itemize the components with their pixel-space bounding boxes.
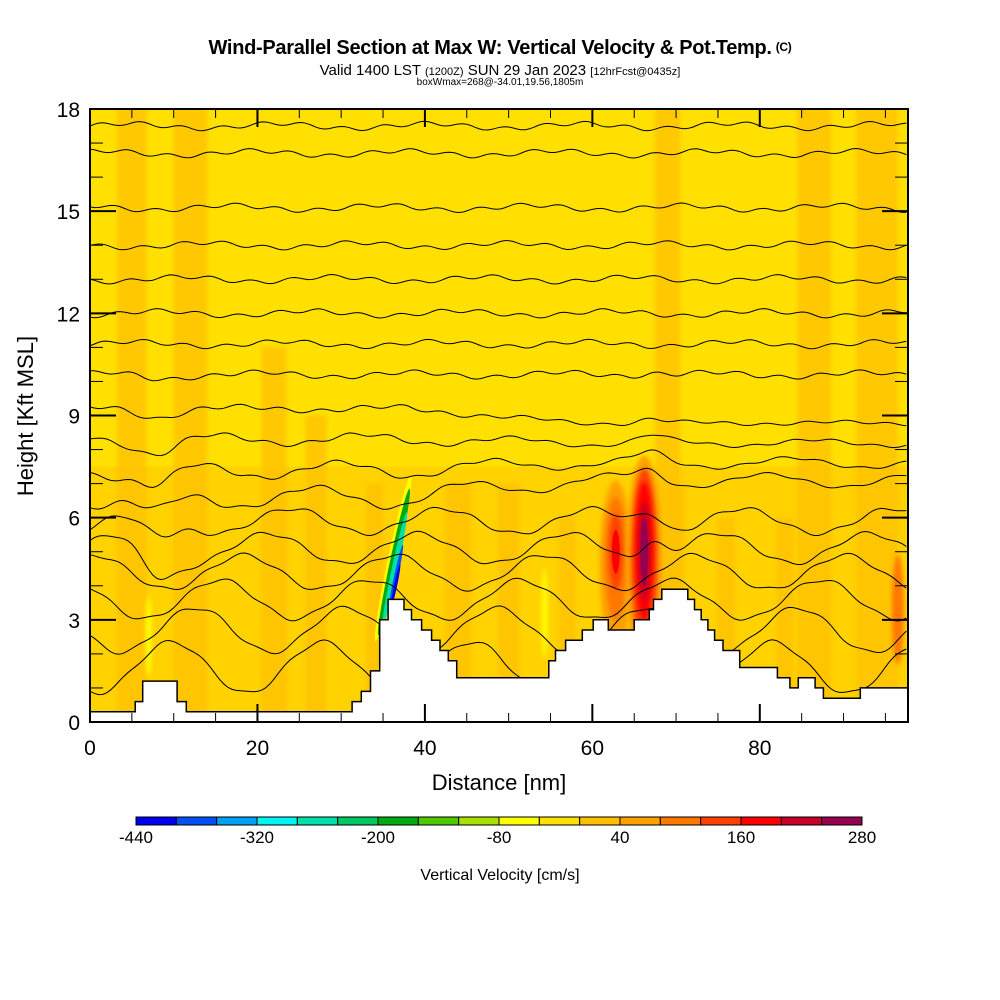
contour-line	[90, 577, 907, 622]
y-tick-label: 0	[68, 712, 80, 735]
contour-line	[90, 338, 907, 350]
colorbar-swatch	[700, 816, 742, 826]
contour-line	[90, 467, 907, 510]
y-tick-label: 15	[57, 201, 80, 224]
boxwmax-info: boxWmax=268@-34.01,19.56,1805m	[416, 77, 584, 88]
colorbar-tick-label: 40	[611, 828, 630, 847]
colorbar-title: Vertical Velocity [cm/s]	[420, 867, 579, 884]
velocity-core	[541, 568, 548, 659]
contour-line	[90, 639, 907, 696]
contour-line	[90, 240, 907, 251]
colorbar-tick-label: 280	[848, 828, 876, 847]
y-tick-label: 9	[68, 406, 80, 429]
colorbar-swatch	[417, 816, 460, 826]
contour-line	[90, 505, 907, 538]
y-tick-label: 18	[57, 99, 80, 122]
y-tick-label: 3	[68, 610, 80, 633]
colorbar-tick-label: -200	[361, 828, 395, 847]
colorbar-tick-label: 160	[727, 828, 755, 847]
pot-temp-contours	[90, 120, 907, 696]
velocity-band	[366, 483, 384, 722]
y-axis-title: Height [Kft MSL]	[13, 336, 38, 496]
contour-line	[90, 530, 907, 581]
colorbar-swatch	[659, 816, 702, 826]
x-tick-label: 80	[748, 737, 771, 760]
plot-area	[90, 109, 908, 722]
contour-line	[90, 308, 907, 319]
title-text: Wind-Parallel Section at Max W: Vertical…	[208, 37, 772, 59]
x-tick-label: 0	[84, 737, 96, 760]
x-axis-title: Distance [nm]	[432, 770, 567, 795]
velocity-band	[776, 517, 794, 722]
colorbar-swatch	[377, 816, 419, 826]
colorbar-swatch	[458, 816, 500, 826]
velocity-core	[145, 596, 152, 677]
colorbar-swatch	[740, 816, 782, 826]
copyright-mark: (C)	[775, 40, 792, 54]
colorbar-swatch	[296, 816, 339, 826]
chart-subtitle: Valid 1400 LST (1200Z) SUN 29 Jan 2023 […	[0, 62, 1000, 79]
y-tick-label: 12	[57, 303, 80, 326]
velocity-band	[261, 347, 287, 722]
velocity-core	[891, 554, 904, 665]
colorbar-swatch	[538, 816, 581, 826]
velocity-core	[640, 517, 649, 586]
forecast-info: [12hrFcst@0435z]	[590, 66, 681, 78]
y-tick-label: 6	[68, 508, 80, 531]
colorbar-swatch	[135, 816, 177, 826]
x-tick-label: 20	[246, 737, 269, 760]
colorbar-swatch	[337, 816, 379, 826]
velocity-band	[305, 415, 327, 722]
colorbar-swatch	[619, 816, 661, 826]
colorbar-swatch	[216, 816, 258, 826]
contour-line	[90, 403, 907, 427]
colorbar-swatch	[175, 816, 218, 826]
contour-line	[90, 449, 907, 489]
colorbar-swatch	[579, 816, 621, 826]
x-axis: 0 20 40 60 80	[84, 109, 886, 760]
velocity-core	[390, 564, 401, 608]
valid-date: SUN 29 Jan 2023	[467, 62, 587, 79]
contour-line	[90, 120, 907, 132]
velocity-core	[382, 512, 408, 626]
contour-line	[90, 552, 907, 592]
velocity-core	[611, 529, 620, 574]
y-axis: 0 3 6 9 12 15 18	[57, 99, 908, 735]
colorbar-swatch	[256, 816, 298, 826]
chart-title: Wind-Parallel Section at Max W: Vertical…	[0, 37, 1000, 60]
terrain	[90, 588, 908, 722]
x-tick-label: 40	[413, 737, 436, 760]
valid-utc: (1200Z)	[425, 66, 464, 78]
contour-line	[90, 273, 907, 285]
contour-line	[90, 369, 907, 382]
velocity-bands	[90, 109, 908, 722]
colorbar-swatch	[780, 816, 823, 826]
colorbar-tick-label: -80	[487, 828, 512, 847]
contour-line	[90, 202, 907, 214]
colorbar-tick-label: -320	[240, 828, 274, 847]
x-tick-label: 60	[581, 737, 604, 760]
colorbar-labels: -440 -320 -200 -80 40 160 280	[119, 828, 876, 847]
contour-line	[90, 605, 907, 655]
contour-line	[90, 147, 907, 159]
colorbar-swatch	[498, 816, 540, 826]
colorbar	[135, 816, 863, 826]
contour-line	[90, 432, 907, 457]
colorbar-swatch	[821, 816, 863, 826]
valid-time: Valid 1400 LST	[319, 62, 421, 79]
colorbar-tick-label: -440	[119, 828, 153, 847]
